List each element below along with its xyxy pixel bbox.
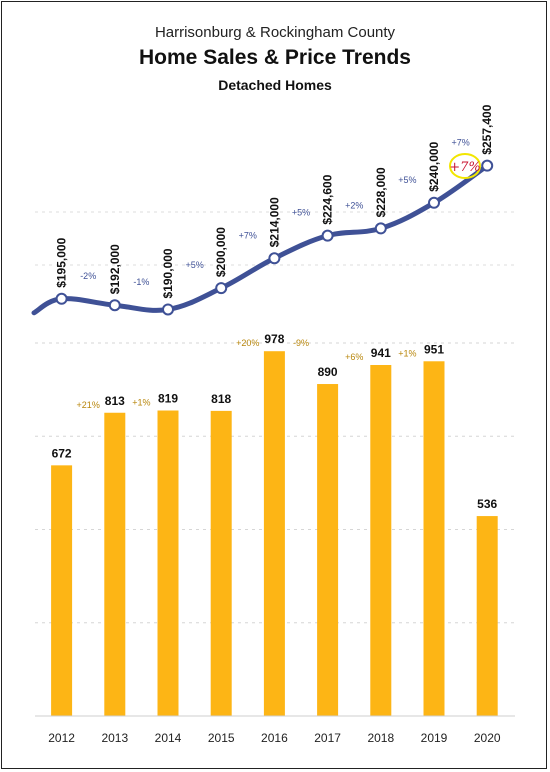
bar-value-label: 951 bbox=[424, 342, 444, 356]
bar-value-label: 672 bbox=[52, 446, 72, 460]
x-tick-label: 2015 bbox=[208, 731, 235, 745]
chart-title-line1: Harrisonburg & Rockingham County bbox=[154, 24, 396, 41]
price-change-label: -2% bbox=[80, 271, 96, 281]
price-change-label: +5% bbox=[292, 208, 310, 218]
x-tick-label: 2016 bbox=[261, 731, 288, 745]
price-point bbox=[268, 252, 281, 265]
bar-change-label: +21% bbox=[77, 400, 100, 410]
chart-title-line2: Home Sales & Price Trends bbox=[139, 46, 411, 69]
price-point bbox=[215, 282, 228, 295]
chart-title-line3: Detached Homes bbox=[218, 77, 332, 93]
bar bbox=[104, 412, 126, 716]
price-value-label: $228,000 bbox=[374, 167, 388, 217]
price-point bbox=[321, 229, 334, 242]
price-change-label: +7% bbox=[239, 230, 257, 240]
bar bbox=[51, 465, 73, 716]
price-value-label: $257,400 bbox=[480, 104, 494, 154]
x-tick-label: 2013 bbox=[101, 731, 128, 745]
price-line bbox=[31, 163, 490, 316]
bar-value-label: 890 bbox=[318, 365, 338, 379]
price-change-label: +2% bbox=[345, 200, 363, 210]
annotation-circle bbox=[449, 153, 481, 179]
price-value-label: $195,000 bbox=[55, 237, 69, 287]
price-change-label: +5% bbox=[398, 175, 416, 185]
bar bbox=[370, 365, 392, 716]
bar-change-label: -9% bbox=[293, 338, 309, 348]
price-change-label: -1% bbox=[133, 277, 149, 287]
bar-value-label: 813 bbox=[105, 394, 125, 408]
bar-value-label: 978 bbox=[264, 332, 284, 346]
price-point bbox=[55, 292, 68, 305]
price-point bbox=[481, 159, 494, 172]
x-tick-label: 2017 bbox=[314, 731, 341, 745]
bar-change-label: +1% bbox=[132, 398, 150, 408]
x-tick-label: 2019 bbox=[421, 731, 448, 745]
bar bbox=[423, 361, 445, 716]
x-tick-label: 2012 bbox=[48, 731, 75, 745]
bar-change-label: +1% bbox=[398, 348, 416, 358]
bar-change-label: +20% bbox=[236, 338, 259, 348]
bar-change-label: +6% bbox=[345, 352, 363, 362]
price-value-label: $224,600 bbox=[321, 174, 335, 224]
price-point bbox=[162, 303, 174, 316]
price-value-label: $192,000 bbox=[108, 244, 122, 294]
bar bbox=[157, 410, 179, 716]
x-tick-label: 2020 bbox=[474, 731, 501, 745]
price-point bbox=[374, 222, 387, 235]
bar-value-label: 819 bbox=[158, 392, 178, 406]
bar-value-label: 941 bbox=[371, 346, 391, 360]
bar bbox=[210, 410, 232, 716]
price-change-label: +7% bbox=[451, 138, 469, 148]
bar-value-label: 536 bbox=[477, 497, 497, 511]
bar-value-label: 818 bbox=[211, 392, 231, 406]
price-value-label: $200,000 bbox=[214, 227, 228, 277]
price-point bbox=[428, 196, 440, 209]
price-point bbox=[108, 299, 121, 312]
x-tick-label: 2014 bbox=[155, 731, 182, 745]
bar bbox=[263, 351, 285, 716]
price-value-label: $214,000 bbox=[267, 197, 281, 247]
x-tick-label: 2018 bbox=[367, 731, 394, 745]
price-value-label: $190,000 bbox=[161, 248, 175, 298]
bar bbox=[317, 384, 339, 716]
bar bbox=[476, 516, 498, 716]
price-value-label: $240,000 bbox=[427, 141, 441, 191]
price-change-label: +5% bbox=[185, 260, 203, 270]
annotation-label: +7% bbox=[449, 160, 481, 175]
